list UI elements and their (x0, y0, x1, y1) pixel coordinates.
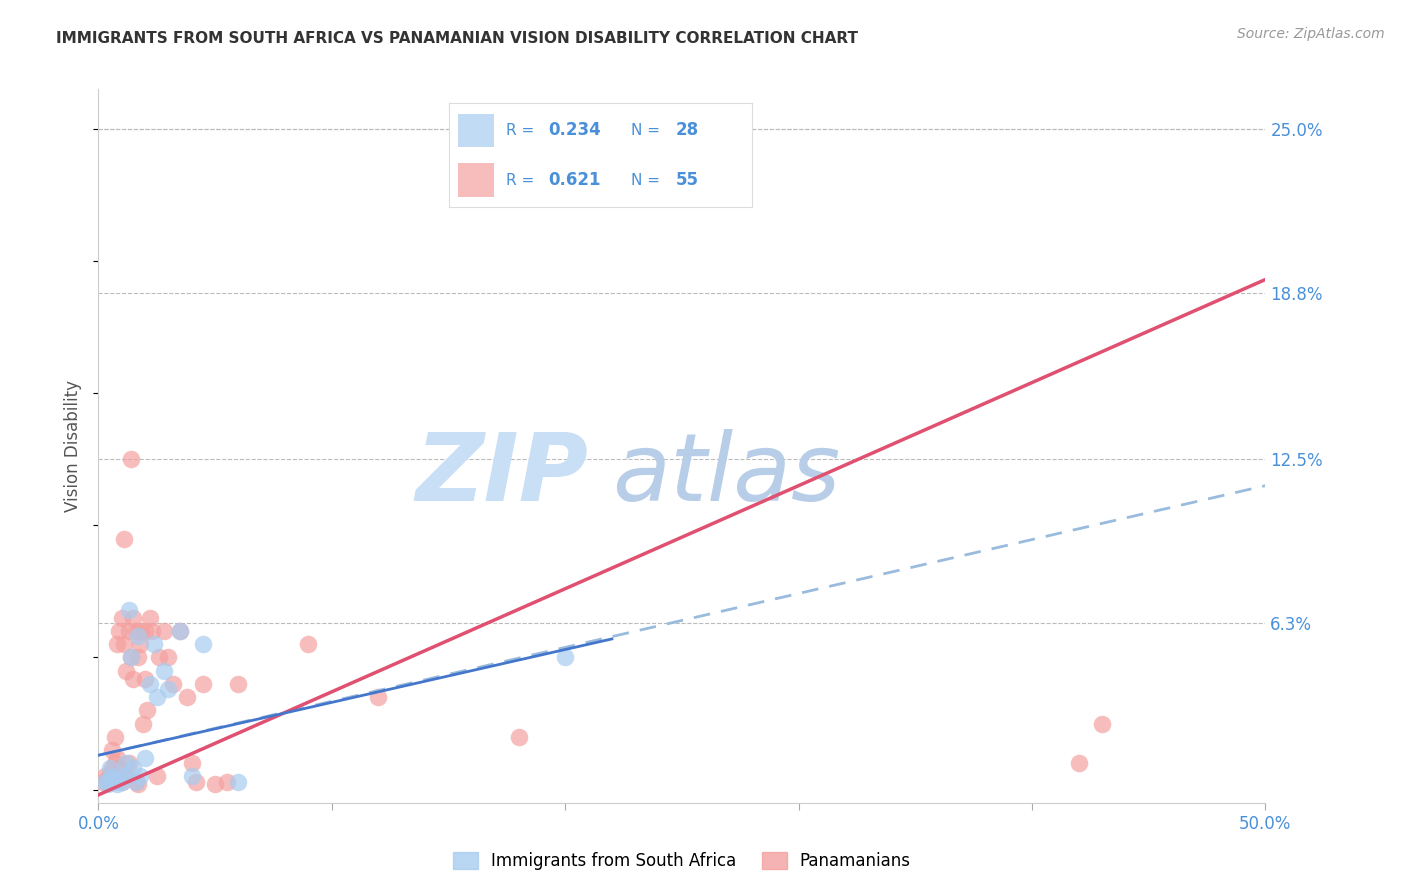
Point (122, 761, 145, 775)
Point (141, 624, 163, 638)
Point (115, 769, 138, 783)
Point (120, 650, 142, 665)
Text: atlas: atlas (612, 429, 841, 520)
Point (112, 769, 135, 783)
Point (129, 624, 152, 638)
Point (108, 624, 131, 638)
Point (127, 777, 149, 791)
Point (101, 769, 124, 783)
Point (108, 772, 131, 786)
Point (104, 730, 127, 744)
Point (97, 772, 120, 786)
Point (122, 611, 145, 625)
Point (132, 716, 155, 731)
Point (1067, 756, 1090, 771)
Point (98, 766, 121, 780)
Y-axis label: Vision Disability: Vision Disability (65, 380, 83, 512)
Point (162, 677, 184, 691)
Point (111, 774, 134, 789)
Point (101, 761, 124, 775)
Point (134, 672, 156, 686)
Point (125, 774, 148, 789)
Point (228, 677, 250, 691)
Point (297, 637, 319, 651)
Point (186, 774, 208, 789)
Point (101, 743, 124, 757)
Text: Source: ZipAtlas.com: Source: ZipAtlas.com (1237, 27, 1385, 41)
Point (94, 769, 117, 783)
Point (105, 751, 128, 765)
Point (134, 624, 156, 638)
Point (139, 611, 162, 625)
Point (120, 452, 142, 467)
Point (143, 637, 166, 651)
Point (136, 703, 159, 717)
Point (228, 774, 250, 789)
Point (98, 772, 121, 786)
Point (367, 690, 389, 704)
Point (139, 677, 162, 691)
Point (105, 777, 128, 791)
Point (134, 751, 156, 765)
Point (204, 777, 226, 791)
Point (169, 624, 191, 638)
Point (120, 650, 142, 665)
Point (125, 774, 148, 789)
Point (215, 774, 238, 789)
Point (148, 650, 170, 665)
Point (111, 611, 134, 625)
Point (146, 690, 169, 704)
Point (105, 637, 128, 651)
Point (104, 756, 127, 771)
Point (152, 664, 174, 678)
Point (193, 637, 215, 651)
Point (98, 761, 121, 775)
Point (152, 624, 174, 638)
Point (180, 769, 202, 783)
Point (94, 774, 117, 789)
Text: ZIP: ZIP (416, 428, 589, 521)
Point (91, 774, 114, 789)
Point (157, 682, 180, 697)
Point (111, 774, 134, 789)
Point (554, 175, 576, 189)
Point (115, 664, 138, 678)
Point (112, 532, 135, 546)
Point (1091, 716, 1114, 731)
Point (104, 774, 127, 789)
Point (146, 769, 169, 783)
Point (127, 629, 149, 643)
Text: IMMIGRANTS FROM SOUTH AFRICA VS PANAMANIAN VISION DISABILITY CORRELATION CHART: IMMIGRANTS FROM SOUTH AFRICA VS PANAMANI… (56, 31, 858, 46)
Point (180, 756, 202, 771)
Point (108, 761, 131, 775)
Point (176, 690, 198, 704)
Point (193, 677, 215, 691)
Point (129, 637, 152, 651)
Point (118, 624, 141, 638)
Point (122, 672, 145, 686)
Point (112, 637, 135, 651)
Point (97, 777, 120, 791)
Point (118, 756, 141, 771)
Legend: Immigrants from South Africa, Panamanians: Immigrants from South Africa, Panamanian… (446, 845, 918, 877)
Point (508, 730, 530, 744)
Point (129, 769, 152, 783)
Point (125, 624, 148, 638)
Point (554, 650, 576, 665)
Point (169, 624, 191, 638)
Point (115, 756, 138, 771)
Point (118, 603, 141, 617)
Point (157, 650, 180, 665)
Point (127, 650, 149, 665)
